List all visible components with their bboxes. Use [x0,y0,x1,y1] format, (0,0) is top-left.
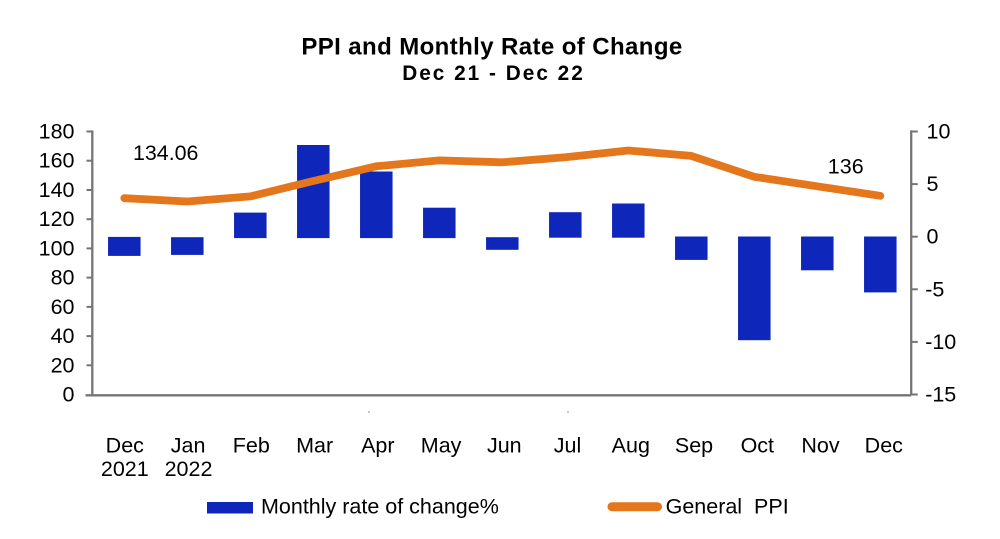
svg-text:136: 136 [828,154,864,178]
svg-text:100: 100 [39,236,75,260]
svg-text:Dec: Dec [865,434,903,458]
svg-text:Aug: Aug [612,434,650,458]
svg-text:Monthly rate of change%: Monthly rate of change% [261,494,499,518]
svg-text:134.06: 134.06 [133,141,198,165]
svg-text:Mar: Mar [296,434,333,458]
svg-text:Jan: Jan [171,434,206,458]
svg-text:-10: -10 [925,330,956,354]
svg-text:Apr: Apr [361,434,394,458]
svg-text:40: 40 [51,324,75,348]
svg-text:Dec 21 - Dec 22: Dec 21 - Dec 22 [402,62,585,85]
svg-text:120: 120 [39,207,75,231]
svg-text:Sep: Sep [675,434,713,458]
svg-text:2022: 2022 [165,457,213,481]
svg-text:180: 180 [39,120,75,144]
svg-text:5: 5 [927,172,939,196]
svg-text:0: 0 [927,225,939,249]
svg-text:Feb: Feb [233,434,270,458]
svg-text:Nov: Nov [801,434,839,458]
svg-text:2021: 2021 [101,457,149,481]
svg-text:General PPI: General PPI [666,494,789,518]
svg-text:60: 60 [51,295,75,319]
svg-text:10: 10 [927,120,951,144]
svg-text:Jul: Jul [554,434,581,458]
svg-text:-5: -5 [925,277,944,301]
svg-text:-15: -15 [925,383,956,407]
svg-text:Jun: Jun [487,434,522,458]
svg-text:May: May [421,434,462,458]
svg-text:Oct: Oct [741,434,774,458]
svg-text:PPI and Monthly Rate of Change: PPI and Monthly Rate of Change [301,34,682,61]
svg-text:0: 0 [63,383,75,407]
svg-text:Dec: Dec [106,434,144,458]
svg-text:80: 80 [51,266,75,290]
svg-text:20: 20 [51,353,75,377]
svg-text:160: 160 [39,149,75,173]
svg-text:140: 140 [39,178,75,202]
